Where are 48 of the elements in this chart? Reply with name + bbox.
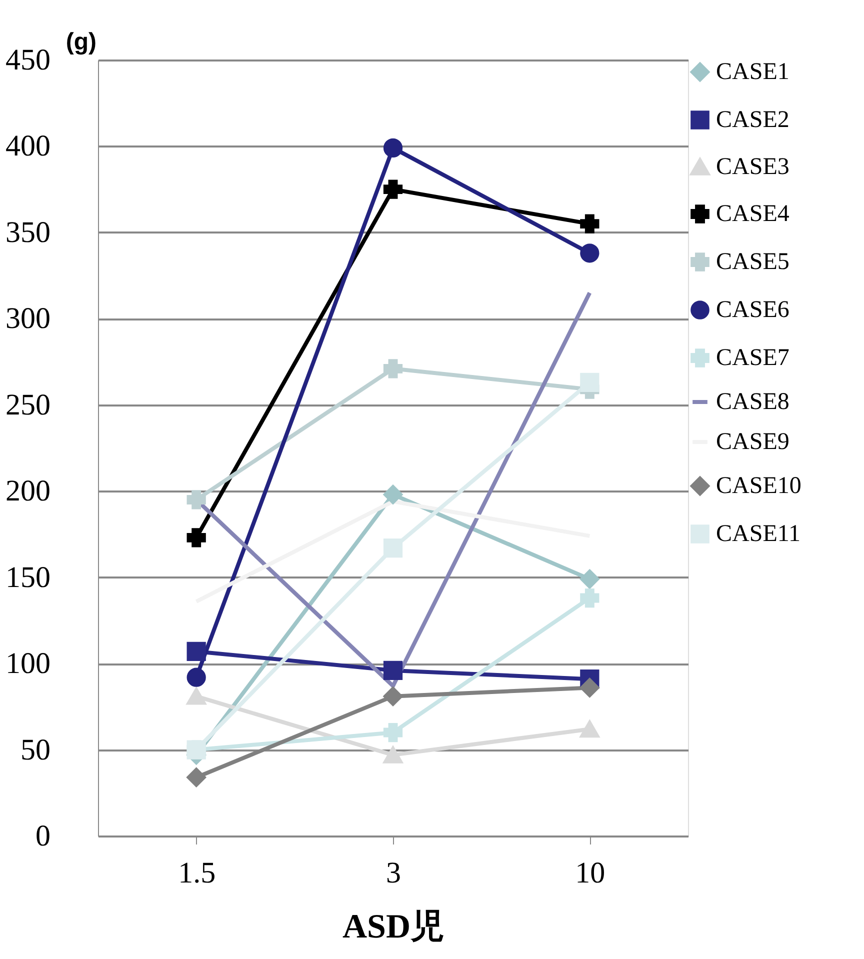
y-tick-label: 200 bbox=[6, 474, 50, 508]
x-tick-label: 10 bbox=[575, 856, 606, 890]
x-axis-title: ASD児 bbox=[342, 908, 445, 946]
point bbox=[186, 528, 206, 548]
y-tick-label: 250 bbox=[6, 388, 50, 422]
point bbox=[383, 538, 403, 558]
y-tick-label: 350 bbox=[6, 216, 50, 249]
point bbox=[580, 244, 600, 263]
y-tick-label: 0 bbox=[36, 820, 50, 852]
legend-label: CASE7 bbox=[716, 345, 790, 371]
legend-label: CASE2 bbox=[716, 107, 790, 133]
x-tick-label: 1.5 bbox=[178, 856, 216, 890]
legend-label: CASE3 bbox=[716, 154, 790, 180]
point bbox=[580, 372, 600, 392]
y-tick-label: 150 bbox=[6, 560, 50, 594]
y-axis-title: (g) bbox=[66, 28, 96, 56]
point bbox=[383, 686, 403, 706]
point bbox=[580, 588, 600, 608]
legend-label: CASE4 bbox=[716, 201, 790, 227]
point bbox=[383, 138, 403, 158]
point bbox=[580, 569, 600, 589]
legend-label: CASE1 bbox=[716, 59, 790, 85]
y-tick-label: 400 bbox=[6, 130, 50, 163]
point bbox=[186, 688, 206, 705]
legend-label: CASE5 bbox=[716, 249, 790, 275]
point bbox=[383, 660, 403, 680]
legend-label: CASE8 bbox=[716, 389, 790, 415]
point bbox=[383, 746, 403, 764]
point bbox=[186, 642, 206, 662]
point bbox=[186, 668, 206, 687]
point bbox=[383, 359, 403, 378]
point bbox=[383, 722, 403, 742]
legend-label: CASE9 bbox=[716, 429, 790, 455]
point bbox=[186, 768, 206, 787]
point bbox=[580, 720, 600, 738]
y-tick-label: 50 bbox=[20, 733, 50, 766]
point bbox=[186, 490, 206, 510]
y-tick-label: 300 bbox=[6, 302, 50, 336]
y-tick-label: 450 bbox=[6, 44, 50, 76]
point bbox=[383, 180, 403, 199]
point bbox=[383, 485, 403, 504]
point bbox=[580, 214, 600, 234]
legend-label: CASE10 bbox=[716, 473, 802, 499]
point bbox=[580, 678, 600, 698]
x-tick-label: 3 bbox=[386, 856, 401, 890]
legend-label: CASE6 bbox=[716, 297, 790, 323]
legend-label: CASE11 bbox=[716, 521, 800, 547]
y-tick-label: 100 bbox=[6, 647, 50, 680]
